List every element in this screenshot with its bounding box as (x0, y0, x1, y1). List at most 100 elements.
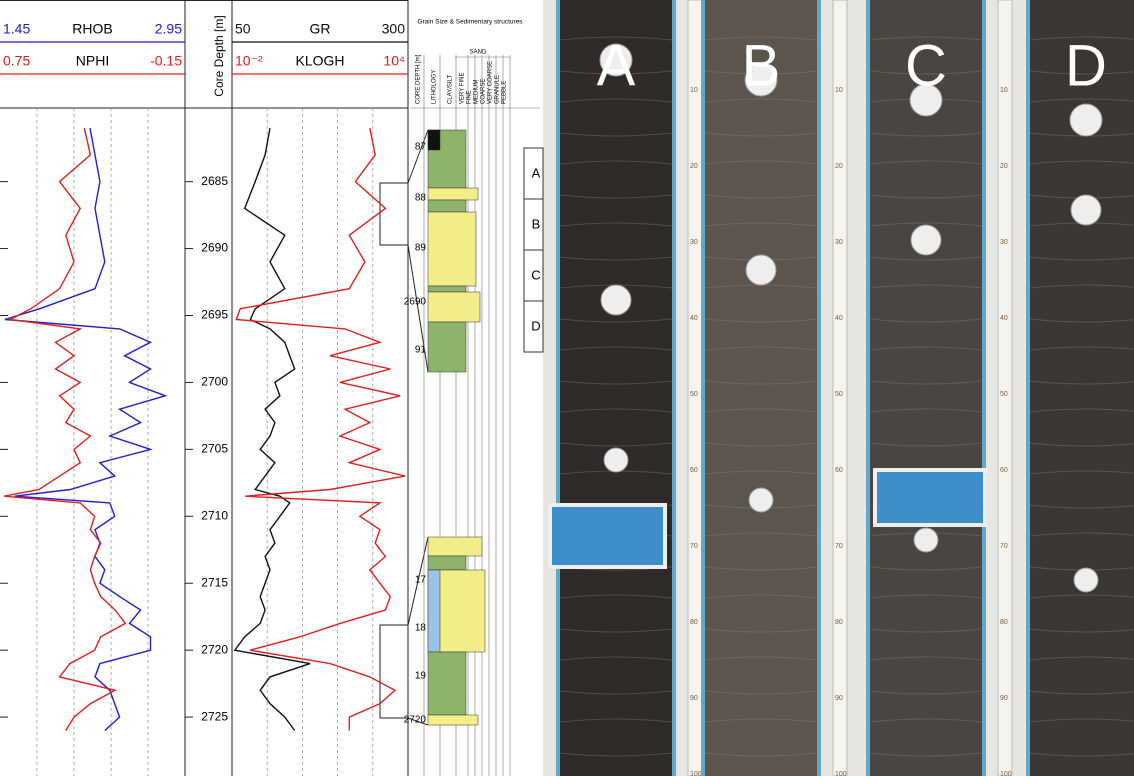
y-tick-label: 2700 (201, 375, 228, 389)
plug-hole (914, 528, 938, 552)
lithology-bed (428, 652, 466, 715)
lithology-bed (428, 292, 480, 322)
y-tick-label: 2710 (201, 508, 228, 522)
legend-name: NPHI (76, 53, 109, 69)
core-photo (705, 0, 817, 776)
lithology-bed (428, 537, 482, 556)
plug-hole (749, 488, 773, 512)
litho-column: GRANULE (495, 75, 501, 104)
interval-label: B (532, 216, 541, 231)
cored-interval (380, 183, 408, 245)
litho-depth: 17 (415, 575, 427, 586)
lithology-bed (428, 322, 466, 372)
ruler-mark: 30 (690, 239, 698, 246)
x-tick-label: 50 (235, 21, 251, 37)
litho-column: MEDIUM (474, 80, 480, 104)
lithology-bed (428, 200, 466, 212)
photo-label: B (742, 33, 781, 98)
litho-depth: 19 (415, 671, 427, 682)
litho-depth: 89 (415, 243, 427, 254)
photo-label: C (905, 33, 947, 98)
ruler-mark: 60 (1000, 467, 1008, 474)
ruler (833, 0, 847, 776)
ruler-mark: 50 (1000, 391, 1008, 398)
ruler-mark: 90 (835, 695, 843, 702)
interval-label: C (531, 267, 540, 282)
litho-depth: 91 (415, 345, 427, 356)
ruler-mark: 40 (1000, 315, 1008, 322)
ruler-mark: 90 (1000, 695, 1008, 702)
ruler (998, 0, 1012, 776)
interval-label: A (532, 165, 541, 180)
plug-hole (1070, 104, 1102, 136)
ruler-mark: 10 (1000, 87, 1008, 94)
y-tick-label: 2715 (201, 575, 228, 589)
y-tick-label: 2720 (201, 642, 228, 656)
ruler-mark: 80 (835, 619, 843, 626)
lithology-bed (428, 556, 466, 570)
core-photos: 10 20 30 40 50 60 70 80 90 100 A 10 20 30 40 50 60 70 80 90… (550, 0, 1134, 776)
ruler-mark: 100 (1000, 771, 1012, 776)
photo-label: A (597, 33, 636, 98)
lithology-bed (428, 130, 440, 150)
litho-column: CORE DEPTH [m] (416, 54, 422, 104)
ruler-mark: 70 (835, 543, 843, 550)
ruler-mark: 10 (690, 87, 698, 94)
ruler-mark: 20 (690, 163, 698, 170)
photo-label: D (1065, 33, 1107, 98)
lithology-bed (428, 570, 440, 652)
ruler-mark: 60 (835, 467, 843, 474)
ruler-mark: 100 (690, 771, 702, 776)
litho-depth: 18 (415, 623, 427, 634)
ruler-mark: 70 (1000, 543, 1008, 550)
litho-depth: 2720 (404, 715, 427, 726)
depth-axis-title: Core Depth [m] (212, 15, 226, 96)
y-tick-label: 2725 (201, 709, 228, 723)
x-tick-label: 10⁻² (235, 53, 263, 69)
ruler-mark: 10 (835, 87, 843, 94)
plug-hole (911, 225, 941, 255)
x-tick-label: 300 (382, 21, 406, 37)
cored-interval (380, 625, 408, 718)
core-photo (560, 0, 672, 776)
plug-hole (604, 448, 628, 472)
ruler-mark: 90 (690, 695, 698, 702)
figure: Core Depth [m] 10 20 30 40 50 60 70 80 90 100 A 10 2… (0, 0, 1134, 776)
ruler-mark: 20 (835, 163, 843, 170)
plug-hole (1074, 568, 1098, 592)
legend-name: RHOB (72, 21, 112, 37)
ruler-mark: 70 (690, 543, 698, 550)
x-tick-label: 2.95 (155, 21, 182, 37)
litho-depth: 2690 (404, 297, 427, 308)
ruler-mark: 50 (835, 391, 843, 398)
legend-name: KLOGH (295, 53, 344, 69)
lithology-bed (428, 212, 476, 286)
litho-column: LITHOLOGY (432, 70, 438, 104)
litho-column: PEBBLE (502, 81, 508, 104)
litho-sand: SAND (470, 50, 487, 56)
ruler (688, 0, 702, 776)
sample-tag (550, 505, 665, 567)
ruler-mark: 20 (1000, 163, 1008, 170)
ruler-mark: 80 (690, 619, 698, 626)
ruler-mark: 60 (690, 467, 698, 474)
ruler-mark: 40 (835, 315, 843, 322)
y-tick-label: 2695 (201, 308, 228, 322)
x-tick-label: 0.75 (3, 53, 30, 69)
litho-column: VERY FINE (460, 73, 466, 104)
sample-tag (875, 470, 985, 525)
ruler-mark: 30 (1000, 239, 1008, 246)
litho-column: FINE (467, 90, 473, 104)
litho-column: CLAY/SILT (448, 75, 454, 104)
y-tick-label: 2690 (201, 241, 228, 255)
y-tick-label: 2685 (201, 174, 228, 188)
x-tick-label: 10⁴ (383, 53, 405, 69)
litho-column: COARSE (481, 79, 487, 104)
litho-column: VERY COARSE (488, 61, 494, 104)
interval-label: D (531, 318, 540, 333)
plug-hole (1071, 195, 1101, 225)
litho-title: Grain Size & Sedimentary structures (417, 19, 523, 26)
ruler-mark: 100 (835, 771, 847, 776)
plug-hole (601, 285, 631, 315)
ruler-mark: 30 (835, 239, 843, 246)
